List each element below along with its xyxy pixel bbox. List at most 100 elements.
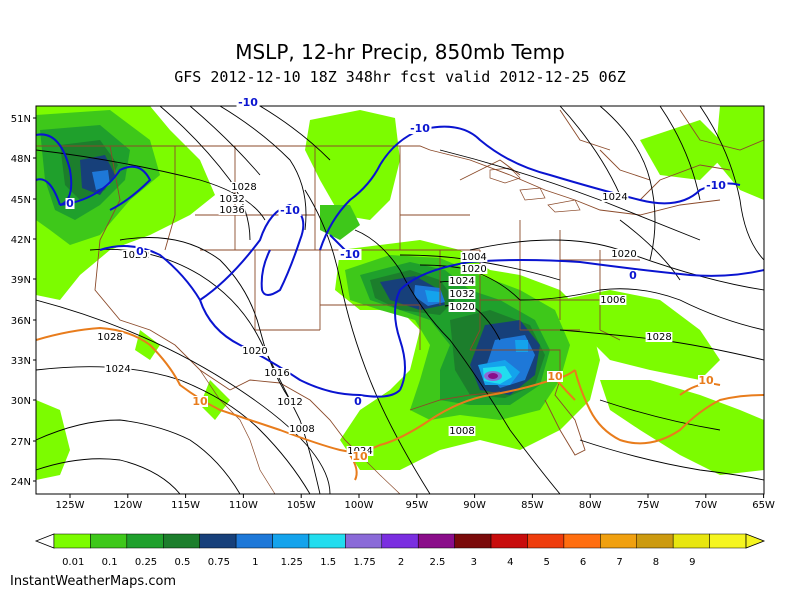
longitude-labels: 125W 120W 115W 110W 105W 100W 95W 90W 85W 80W 75W 7… [56, 494, 775, 511]
isobar-label: 1032 [219, 194, 244, 205]
temp-label-cold: 0 [136, 245, 144, 258]
isobar-label: 1006 [600, 295, 625, 306]
lat-label: 27N [11, 437, 31, 448]
map-frame [35, 105, 765, 495]
temp-label-warm: 10 [192, 395, 208, 408]
colorbar-high-arrow [745, 533, 766, 549]
colorbar-swatch [345, 533, 383, 549]
lon-label: 105W [287, 500, 316, 511]
colorbar-swatch [199, 533, 237, 549]
isobar-label: 1032 [449, 289, 474, 300]
isobar-label: 1028 [97, 332, 122, 343]
colorbar-label: 0.5 [175, 557, 191, 568]
lat-label: 24N [11, 477, 31, 488]
lon-label: 110W [229, 500, 258, 511]
isobar-label: 1024 [105, 364, 130, 375]
lon-label: 85W [521, 500, 544, 511]
colorbar-swatch [672, 533, 710, 549]
colorbar-label: 2.5 [429, 557, 445, 568]
colorbar-label: 2 [398, 557, 404, 568]
lat-label: 33N [11, 356, 31, 367]
temp-label-warm: 10 [547, 370, 563, 383]
temp-label-warm: 10 [352, 450, 368, 463]
colorbar-label: 1.5 [320, 557, 336, 568]
colorbar-swatch [709, 533, 747, 549]
isobar-label: 1016 [264, 368, 289, 379]
colorbar-label: 5 [543, 557, 549, 568]
colorbar-swatch [527, 533, 565, 549]
temp-label-cold: -10 [410, 122, 430, 135]
political-borders [36, 109, 764, 461]
lon-label: 90W [463, 500, 486, 511]
colorbar-label: 0.75 [208, 557, 230, 568]
lon-label: 95W [405, 500, 428, 511]
isobar-label: 1028 [646, 332, 671, 343]
colorbar-label: 1.75 [353, 557, 375, 568]
isobar-label: 1008 [289, 424, 314, 435]
colorbar-swatch [90, 533, 128, 549]
colorbar-label: 0.1 [102, 557, 118, 568]
colorbar-swatch [417, 533, 455, 549]
temp-labels: -10 -10 -10 -10 0 0 0 0 -10 10 10 10 10 [65, 96, 728, 463]
isobar-label: 1020 [449, 302, 474, 313]
temp-contours-cold [36, 125, 764, 398]
colorbar-swatch [563, 533, 601, 549]
lat-label: 39N [11, 275, 31, 286]
isobar-label: 1020 [611, 249, 636, 260]
colorbar-label: 7 [616, 557, 622, 568]
temp-label-cold: 0 [354, 395, 362, 408]
lat-label: 45N [11, 195, 31, 206]
colorbar-swatch [235, 533, 273, 549]
temp-label-cold: -10 [706, 179, 726, 192]
lon-label: 115W [171, 500, 200, 511]
lon-label: 100W [345, 500, 374, 511]
lat-label: 42N [11, 235, 31, 246]
lon-label: 120W [113, 500, 142, 511]
colorbar-swatch [600, 533, 637, 549]
colorbar-label: 4 [507, 557, 513, 568]
colorbar-label: 0.25 [135, 557, 157, 568]
temp-label-cold: 0 [629, 269, 637, 282]
lon-label: 125W [56, 500, 85, 511]
temp-label-cold: 0 [66, 197, 74, 210]
isobar-label: 1012 [277, 397, 302, 408]
map-title: MSLP, 12-hr Precip, 850mb Temp [235, 40, 565, 64]
precip-colorbar: 0.01 0.1 0.25 0.5 0.75 1 1.25 1.5 1.75 2 2.5 3 4 5 6 7 8… [34, 533, 766, 568]
colorbar-label: 0.01 [62, 557, 84, 568]
isobar-label: 1024 [602, 192, 627, 203]
colorbar-swatch [490, 533, 528, 549]
map-subtitle: GFS 2012-12-10 18Z 348hr fcst valid 2012… [174, 68, 626, 86]
colorbar-label: 9 [689, 557, 695, 568]
temp-label-cold: -10 [280, 204, 300, 217]
isobar-label: 1028 [231, 182, 256, 193]
lat-label: 51N [11, 114, 31, 125]
colorbar-swatch [636, 533, 674, 549]
colorbar-swatch [454, 533, 492, 549]
isobar-label: 1004 [461, 252, 486, 263]
isobar-label: 1020 [242, 346, 267, 357]
colorbar-label: 1 [252, 557, 258, 568]
lon-label: 80W [579, 500, 602, 511]
isobar-label: 1024 [449, 276, 474, 287]
lon-label: 75W [637, 500, 660, 511]
temp-label-cold: -10 [340, 248, 360, 261]
colorbar-label: 1.25 [281, 557, 303, 568]
temp-label-cold: -10 [238, 96, 258, 109]
colorbar-label: 6 [580, 557, 586, 568]
site-credit[interactable]: InstantWeatherMaps.com [10, 574, 177, 589]
lat-label: 30N [11, 396, 31, 407]
colorbar-label: 8 [653, 557, 659, 568]
isobar-label: 1036 [219, 205, 244, 216]
colorbar-swatch [53, 533, 91, 549]
colorbar-swatch [126, 533, 164, 549]
lon-label: 70W [694, 500, 717, 511]
lat-label: 48N [11, 154, 31, 165]
isobar-label: 1008 [449, 426, 474, 437]
latitude-labels: 51N 48N 45N 42N 39N 36N 33N 30N 27N 24N [11, 114, 36, 488]
isobar-label: 1020 [122, 250, 147, 261]
colorbar-low-arrow [34, 533, 55, 549]
colorbar-swatch [272, 533, 310, 549]
colorbar-swatch [163, 533, 200, 549]
lon-label: 65W [752, 500, 775, 511]
